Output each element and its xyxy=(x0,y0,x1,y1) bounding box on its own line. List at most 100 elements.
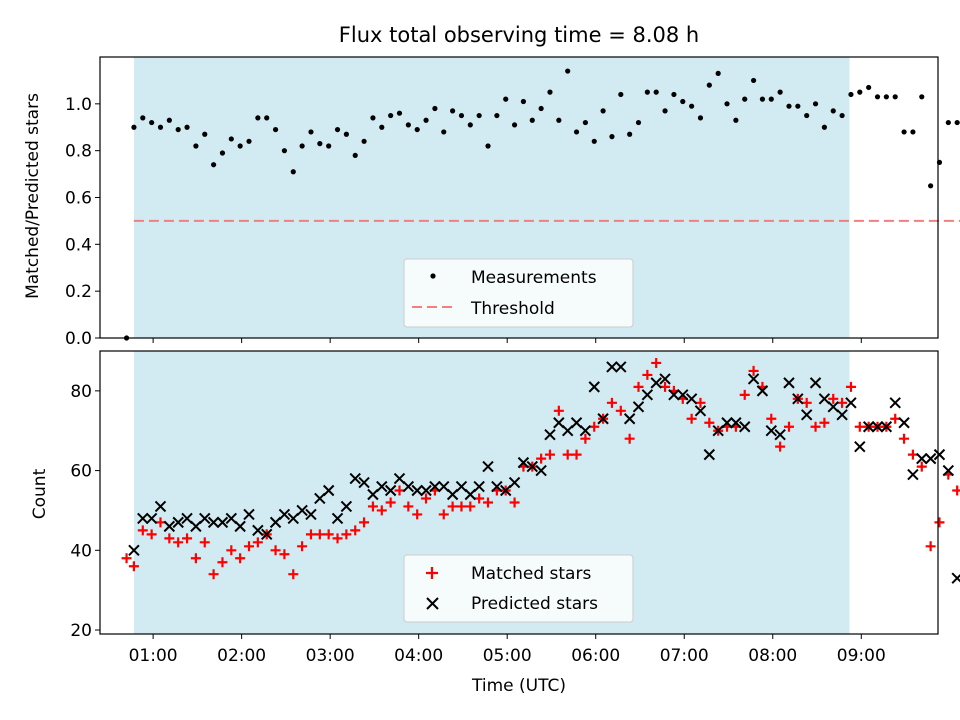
predicted-star-point xyxy=(623,413,636,425)
measurement-point xyxy=(396,110,403,116)
measurement-point xyxy=(786,103,792,109)
predicted-star-point xyxy=(278,508,291,521)
predicted-star-point xyxy=(402,480,415,493)
matched-star-point xyxy=(562,449,573,460)
predicted-star-point xyxy=(809,377,822,389)
measurement-point xyxy=(697,115,704,121)
ratio-legend: Measurements Threshold xyxy=(403,258,634,328)
matched-star-point xyxy=(783,421,794,432)
predicted-star-point xyxy=(491,480,503,493)
predicted-star-point xyxy=(871,421,884,433)
matched-star-point xyxy=(748,365,759,376)
count-y-tick-label: 20 xyxy=(70,621,92,641)
predicted-star-point xyxy=(526,460,538,473)
matched-star-point xyxy=(421,493,432,504)
predicted-star-point xyxy=(898,417,910,429)
predicted-star-point xyxy=(730,417,742,429)
matched-star-point xyxy=(217,557,228,568)
measurement-point xyxy=(334,126,341,133)
predicted-star-point xyxy=(154,500,167,513)
measurement-point xyxy=(264,115,270,121)
matched-star-point xyxy=(182,533,193,544)
predicted-star-point xyxy=(446,488,459,501)
predicted-star-point xyxy=(455,480,468,493)
matched-star-point xyxy=(553,405,564,416)
matched-star-point xyxy=(704,417,715,428)
count-y-tick-label: 60 xyxy=(70,462,92,482)
predicted-star-point xyxy=(792,393,804,405)
matched-star-point xyxy=(270,545,281,556)
measurement-point xyxy=(662,108,668,114)
predicted-star-point xyxy=(207,516,220,529)
predicted-star-point xyxy=(517,456,530,469)
matched-star-point xyxy=(854,421,865,432)
predicted-star-point xyxy=(845,397,857,409)
measurement-point xyxy=(379,124,385,130)
measurement-point xyxy=(237,143,243,149)
matched-star-point xyxy=(146,529,157,540)
matched-star-point xyxy=(544,449,555,460)
x-tick-label: 03:00 xyxy=(306,646,355,666)
matched-star-point xyxy=(845,381,856,392)
count-y-tick-label: 40 xyxy=(70,541,92,561)
measurement-point xyxy=(883,94,889,100)
predicted-star-point xyxy=(561,425,574,437)
predicted-star-point xyxy=(269,516,282,529)
predicted-star-point xyxy=(243,508,255,521)
measurement-point xyxy=(866,84,872,91)
measurement-point xyxy=(591,138,597,144)
measurement-point xyxy=(246,138,252,144)
measurement-point xyxy=(724,101,730,107)
measurement-point xyxy=(768,96,774,102)
predicted-star-point xyxy=(464,488,477,501)
predicted-star-point xyxy=(916,452,928,465)
matched-star-point xyxy=(359,517,370,528)
measurement-point xyxy=(901,129,907,135)
predicted-star-point xyxy=(199,512,211,525)
predicted-star-point xyxy=(783,377,795,389)
predicted-star-point xyxy=(322,484,335,497)
measurement-point xyxy=(175,126,181,133)
x-tick-label: 07:00 xyxy=(660,646,709,666)
measurement-point xyxy=(476,112,482,119)
measurement-point xyxy=(184,124,190,130)
matched-star-point xyxy=(456,501,467,512)
matched-star-point xyxy=(199,537,210,548)
count-legend-box xyxy=(403,554,634,623)
predicted-star-point xyxy=(358,476,370,489)
ratio-y-tick-label: 1.0 xyxy=(65,95,92,115)
predicted-stars-legend-label: Predicted stars xyxy=(471,594,598,614)
measurement-point xyxy=(432,105,438,112)
ratio-legend-box xyxy=(403,258,634,328)
predicted-star-point xyxy=(818,393,831,405)
x-tick-label: 09:00 xyxy=(837,646,886,666)
predicted-star-point xyxy=(907,468,919,481)
predicted-star-point xyxy=(190,520,202,533)
predicted-star-point xyxy=(836,409,848,421)
matched-star-point xyxy=(907,449,918,460)
measurement-point xyxy=(671,91,677,98)
predicted-star-point xyxy=(685,393,698,405)
measurement-point xyxy=(228,136,234,142)
measurement-point xyxy=(857,89,863,95)
measurement-point xyxy=(627,131,633,137)
predicted-star-point xyxy=(747,373,760,385)
predicted-star-point xyxy=(862,421,875,433)
predicted-star-point xyxy=(650,377,662,389)
measurement-point xyxy=(609,134,615,140)
measurement-point xyxy=(157,124,164,130)
measurement-point xyxy=(361,138,367,144)
predicted-star-point xyxy=(774,428,786,441)
matched-star-point xyxy=(695,397,706,408)
matched-star-point xyxy=(376,505,387,516)
measurement-point xyxy=(255,115,261,121)
predicted-star-point xyxy=(473,480,485,493)
predicted-star-point xyxy=(889,397,901,409)
predicted-star-point xyxy=(287,512,299,525)
matched-star-point xyxy=(509,497,520,508)
measurement-point xyxy=(343,131,349,137)
matched-star-point xyxy=(615,405,626,416)
matched-star-point xyxy=(775,441,786,452)
matched-star-point xyxy=(899,433,910,444)
measurement-point xyxy=(954,119,960,126)
